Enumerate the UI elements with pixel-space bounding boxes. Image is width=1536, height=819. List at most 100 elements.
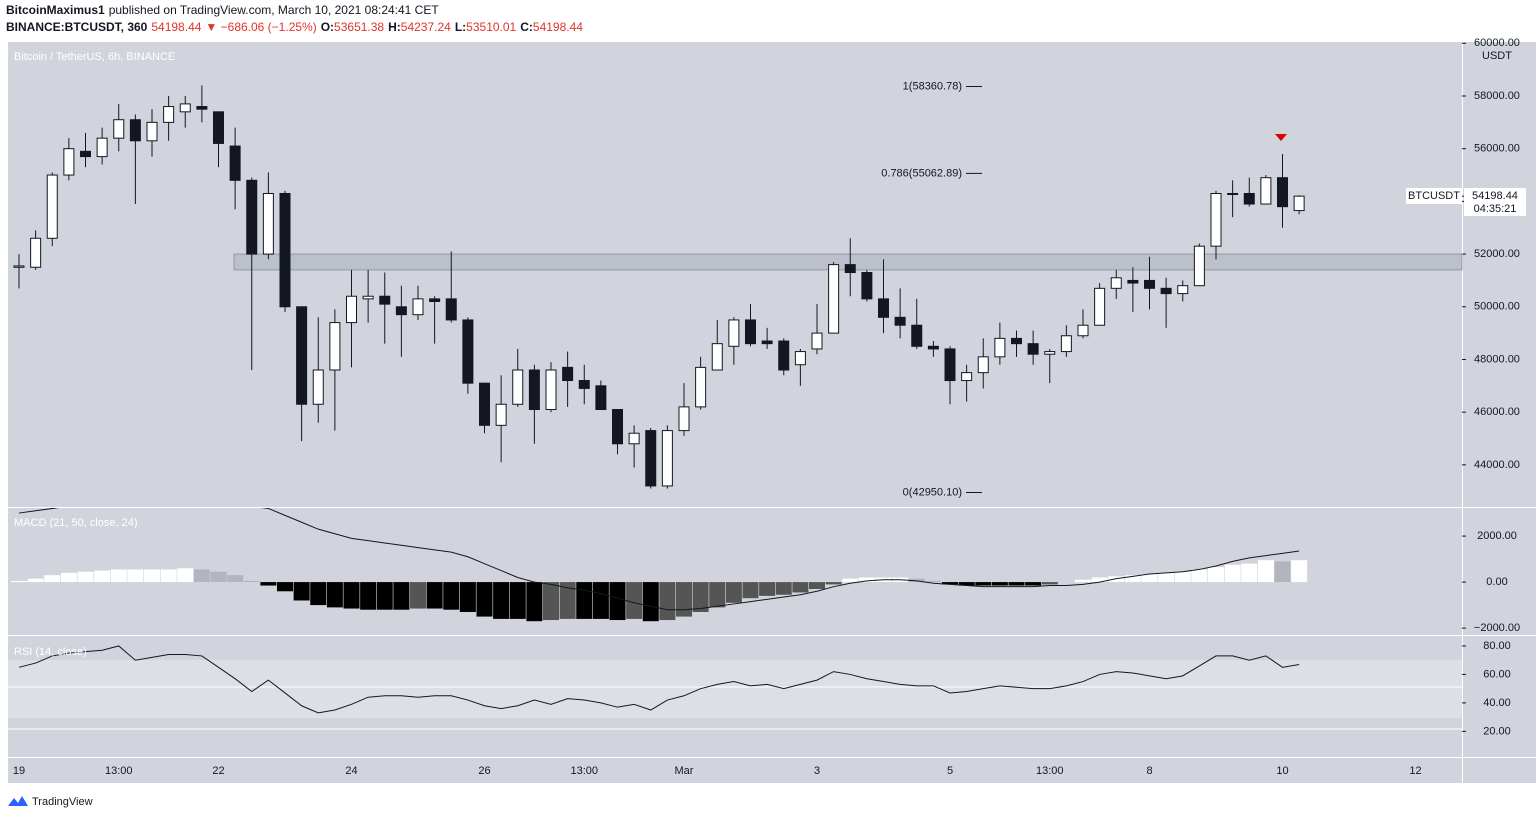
- macd-bar: [326, 582, 343, 608]
- candle-body: [329, 322, 341, 371]
- y-tick-label: 58000.00: [1474, 90, 1520, 102]
- ohlc-value: 54237.24: [401, 20, 451, 34]
- macd-bar: [94, 570, 111, 583]
- ohlc-value: 53651.38: [334, 20, 384, 34]
- x-tick-label: 26: [478, 765, 490, 777]
- candle-body: [545, 369, 557, 411]
- macd-bar: [858, 577, 875, 583]
- macd-bar: [1091, 577, 1108, 583]
- candle-body: [312, 369, 324, 405]
- candle-body: [994, 337, 1006, 358]
- macd-bar: [559, 582, 576, 619]
- x-tick-label: 24: [345, 765, 357, 777]
- candle-body: [63, 148, 75, 176]
- macd-bar: [742, 582, 759, 599]
- footer: TradingView: [32, 796, 93, 808]
- macd-bar: [459, 582, 476, 612]
- macd-bar: [210, 571, 227, 583]
- candle-body: [1227, 192, 1239, 195]
- candle-body: [961, 372, 973, 382]
- fib-label: 0(42950.10): [903, 486, 962, 498]
- last: 54198.44: [151, 20, 201, 34]
- candle-body: [279, 192, 291, 308]
- macd-bar: [27, 578, 44, 583]
- candle-body: [828, 264, 840, 334]
- macd-label: MACD (21, 50, close, 24): [14, 517, 138, 529]
- price-tag-value: 54198.44: [1472, 190, 1518, 202]
- candle-body: [429, 298, 441, 303]
- macd-bar: [144, 569, 160, 583]
- candle-body: [129, 119, 141, 142]
- candle-body: [113, 119, 125, 139]
- x-tick-label: 8: [1146, 765, 1152, 777]
- candle-body: [645, 430, 657, 487]
- chart-background: [8, 42, 1536, 783]
- macd-bar: [160, 569, 177, 583]
- candle-body: [229, 145, 241, 181]
- candle-body: [395, 306, 407, 316]
- price-tag: [1464, 188, 1526, 216]
- macd-bar: [493, 582, 510, 619]
- symbol-tag: [1406, 188, 1462, 204]
- macd-bar: [991, 582, 1008, 586]
- candle-body: [1193, 245, 1205, 287]
- macd-bar: [526, 582, 543, 622]
- macd-bar: [1191, 569, 1208, 583]
- candle-body: [1044, 351, 1056, 355]
- macd-bar: [642, 582, 659, 622]
- macd-bar: [592, 582, 609, 619]
- price-tag-timer: 04:35:21: [1474, 203, 1517, 215]
- candle-body: [1127, 279, 1139, 284]
- rsi-label: RSI (14, close): [14, 646, 87, 658]
- y-tick-label: 46000.00: [1474, 406, 1520, 418]
- macd-bar: [60, 572, 77, 583]
- macd-bar: [975, 582, 992, 586]
- candle-body: [861, 272, 873, 300]
- macd-bar: [1008, 582, 1025, 586]
- candle-body: [711, 343, 723, 371]
- candle-body: [695, 366, 707, 408]
- macd-bar: [410, 582, 426, 609]
- macd-bar: [376, 582, 393, 610]
- y-tick-label: 2000.00: [1477, 530, 1517, 542]
- x-tick-label: 22: [212, 765, 224, 777]
- candle-body: [412, 298, 424, 316]
- y-tick-label: −2000.00: [1474, 622, 1520, 634]
- candle-body: [1144, 279, 1155, 289]
- y-tick-label: 56000.00: [1474, 143, 1520, 155]
- macd-bar: [243, 580, 260, 583]
- macd-bar: [44, 575, 61, 583]
- candle-body: [296, 306, 308, 405]
- fib-label: 1(58360.78): [903, 80, 962, 92]
- macd-bar: [1075, 579, 1091, 583]
- candle-body: [595, 385, 607, 411]
- candle-body: [1277, 177, 1288, 208]
- y-tick-label: 40.00: [1483, 697, 1511, 709]
- candle-body: [462, 319, 474, 384]
- candle-body: [1243, 192, 1255, 205]
- macd-bar: [509, 582, 526, 619]
- symbol: BINANCE:BTCUSDT, 360: [6, 20, 148, 34]
- candle-body: [1094, 287, 1106, 326]
- macd-bar: [676, 582, 692, 617]
- candle-body: [528, 369, 540, 411]
- candle-body: [213, 111, 224, 144]
- candle-body: [661, 430, 673, 487]
- candle-body: [878, 298, 889, 318]
- plot-layer: 44000.0046000.0048000.0050000.0052000.00…: [11, 37, 1520, 777]
- candle-body: [894, 316, 906, 326]
- macd-bar: [260, 582, 277, 586]
- candle-body: [146, 121, 158, 142]
- candle-body: [1110, 277, 1122, 289]
- candle-body: [13, 265, 25, 268]
- signal-marker: [1275, 134, 1287, 141]
- macd-bar: [77, 571, 94, 583]
- candle-body: [927, 345, 939, 350]
- y-unit: USDT: [1482, 50, 1512, 62]
- candle-body: [944, 348, 956, 382]
- macd-bar: [1257, 560, 1274, 583]
- macd-bar: [759, 582, 776, 596]
- macd-bar: [426, 582, 443, 609]
